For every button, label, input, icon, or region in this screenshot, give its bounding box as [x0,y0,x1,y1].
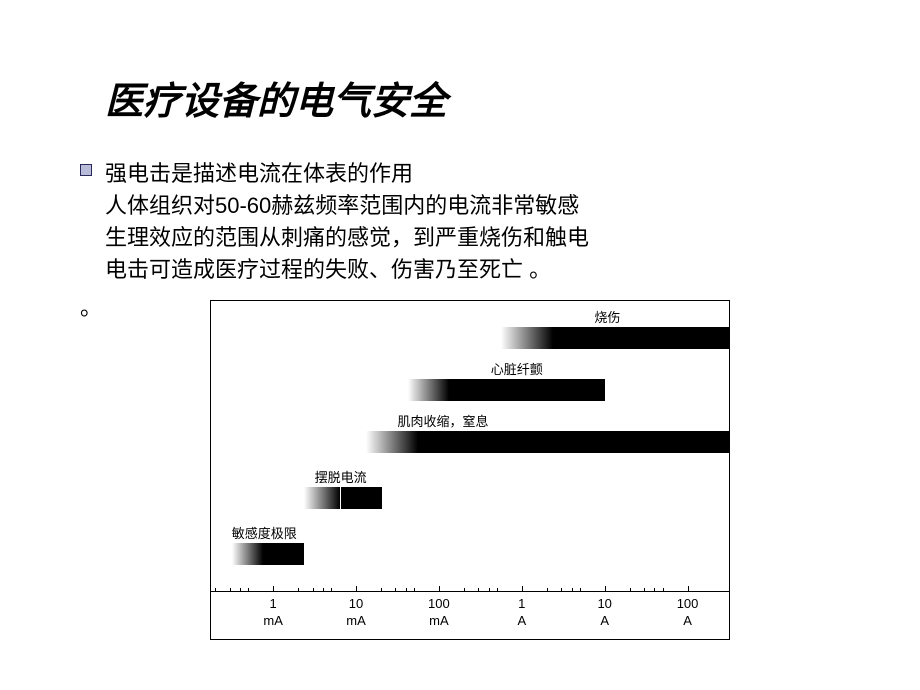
current-effects-chart: 烧伤心脏纤颤肌肉收缩，窒息摆脱电流敏感度极限1mA10mA100mA1A10A1… [210,300,730,640]
axis-minor-tick [572,588,573,592]
axis-tick-label: 1mA [263,596,283,630]
axis-tick-label: 1A [517,596,526,630]
axis-minor-tick [331,588,332,592]
chart-bar-solid [418,431,729,453]
chart-row-label: 烧伤 [594,307,620,326]
chart-axis: 1mA 10mA 100mA 1A 10A 100A [211,591,729,639]
axis-tick [356,586,357,592]
chart-row-label: 心脏纤颤 [491,359,543,378]
chart-bar-gradient [304,487,340,509]
axis-minor-tick [464,588,465,592]
axis-tick [522,586,523,592]
axis-minor-tick [561,588,562,592]
axis-minor-tick [313,588,314,592]
body-text: 强电击是描述电流在体表的作用 人体组织对50-60赫兹频率范围内的电流非常敏感 … [105,158,865,286]
chart-plot-area: 烧伤心脏纤颤肌肉收缩，窒息摆脱电流敏感度极限1mA10mA100mA1A10A1… [211,301,729,639]
bullet-icon [80,164,92,176]
axis-minor-tick [414,588,415,592]
chart-bar-gradient [408,379,449,401]
axis-minor-tick [298,588,299,592]
chart-row-label: 肌肉收缩，窒息 [397,411,488,430]
axis-minor-tick [654,588,655,592]
slide-title: 医疗设备的电气安全 [105,70,447,125]
axis-minor-tick [663,588,664,592]
body-line-1: 强电击是描述电流在体表的作用 [105,158,865,190]
axis-minor-tick [630,588,631,592]
axis-tick [605,586,606,592]
chart-bar-solid [341,487,382,509]
chart-bar-gradient [366,431,418,453]
body-line-4: 电击可造成医疗过程的失败、伤害乃至死亡 。 [105,254,865,286]
axis-minor-tick [580,588,581,592]
chart-row-label: 敏感度极限 [232,523,297,542]
chart-bar-gradient [501,327,553,349]
axis-tick-label: 10mA [346,596,366,630]
chart-bar-solid [449,379,604,401]
axis-minor-tick [395,588,396,592]
axis-minor-tick [248,588,249,592]
axis-tick-label: 10A [597,596,611,630]
body-line-3: 生理效应的范围从刺痛的感觉，到严重烧伤和触电 [105,222,865,254]
axis-tick [688,586,689,592]
chart-row-label: 摆脱电流 [315,467,367,486]
slide-title-block: 医疗设备的电气安全 [105,70,447,125]
axis-minor-tick [489,588,490,592]
stray-dot: 。 [80,290,102,322]
axis-minor-tick [215,588,216,592]
axis-tick [273,586,274,592]
axis-minor-tick [478,588,479,592]
chart-bar-solid [263,543,304,565]
chart-bar-solid [553,327,729,349]
chart-bar-gradient [232,543,263,565]
axis-tick-label: 100mA [428,596,450,630]
axis-tick [439,586,440,592]
body-line-2: 人体组织对50-60赫兹频率范围内的电流非常敏感 [105,190,865,222]
axis-minor-tick [323,588,324,592]
axis-minor-tick [547,588,548,592]
axis-minor-tick [406,588,407,592]
axis-minor-tick [240,588,241,592]
axis-minor-tick [644,588,645,592]
axis-minor-tick [497,588,498,592]
axis-minor-tick [230,588,231,592]
axis-minor-tick [381,588,382,592]
axis-tick-label: 100A [677,596,699,630]
